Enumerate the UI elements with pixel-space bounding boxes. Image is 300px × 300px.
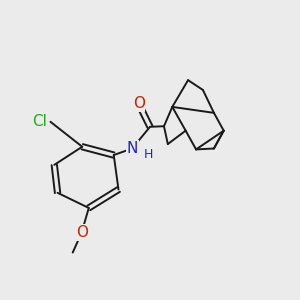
Text: N: N [127, 141, 138, 156]
Text: Cl: Cl [33, 114, 47, 129]
Text: H: H [143, 148, 153, 161]
Text: O: O [133, 96, 145, 111]
Text: O: O [76, 225, 88, 240]
